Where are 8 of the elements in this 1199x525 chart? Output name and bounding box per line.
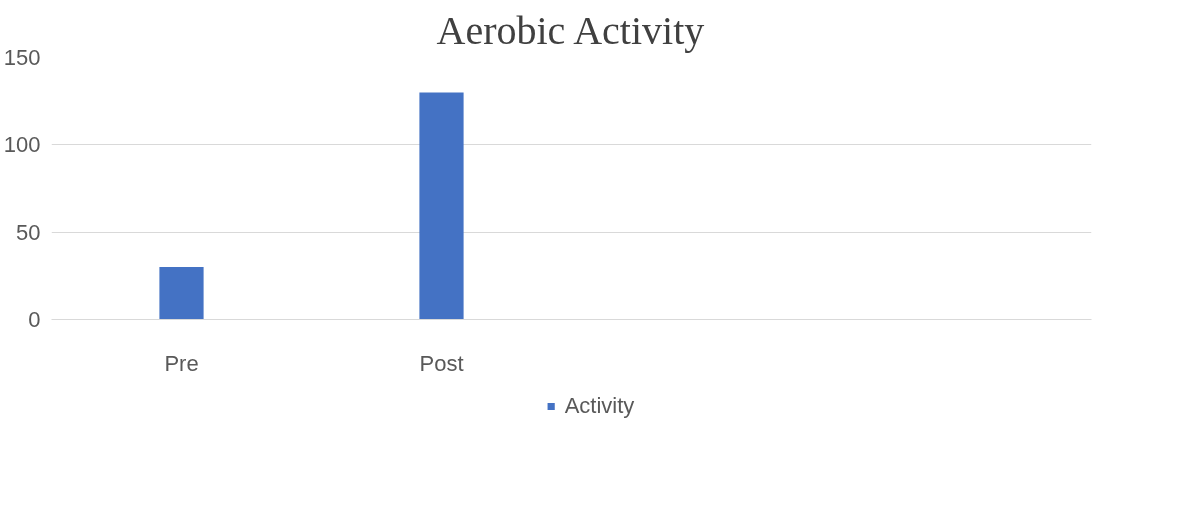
x-tick-label: Post [419, 350, 464, 376]
chart-title: Aerobic Activity [436, 7, 705, 53]
y-tick-label: 0 [28, 307, 41, 332]
y-tick-label: 150 [3, 45, 41, 70]
y-tick-label: 50 [16, 219, 41, 245]
y-tick-label: 100 [3, 132, 41, 158]
legend-label: Activity [564, 392, 635, 419]
x-tick-label: Pre [164, 350, 199, 376]
